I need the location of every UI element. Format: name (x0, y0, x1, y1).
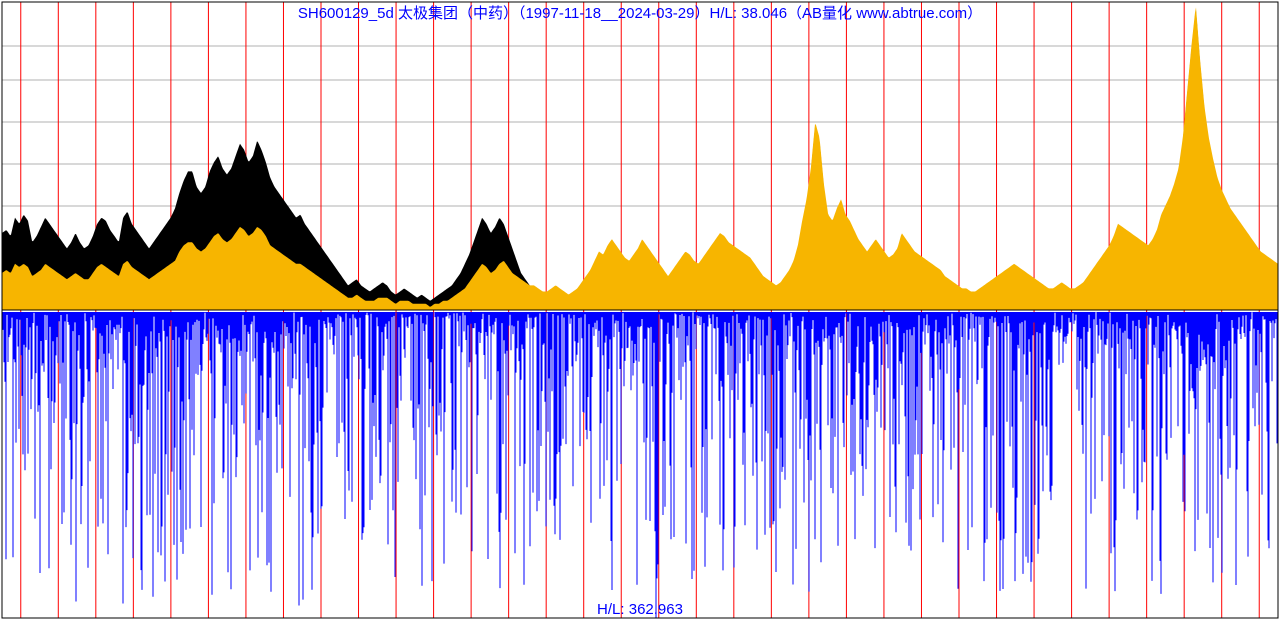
chart-title: SH600129_5d 太极集团（中药）（1997-11-18__2024-03… (0, 2, 1280, 23)
chart-svg (0, 0, 1280, 620)
chart-bottom-label: H/L: 362.963 (0, 601, 1280, 618)
stock-chart: SH600129_5d 太极集团（中药）（1997-11-18__2024-03… (0, 0, 1280, 620)
